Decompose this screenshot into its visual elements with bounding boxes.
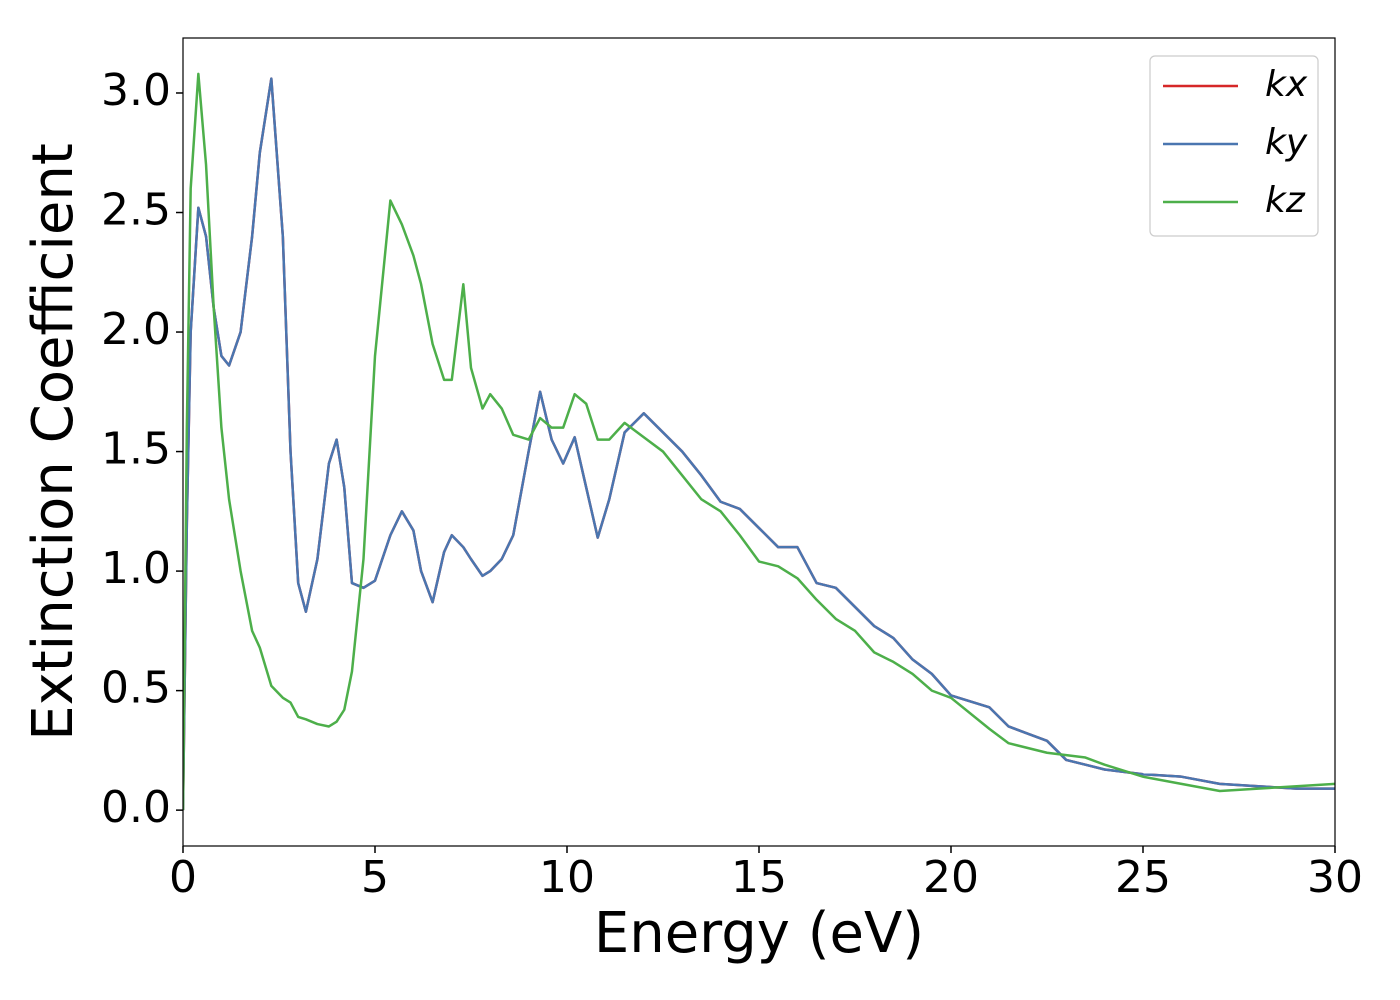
x-tick-label: 0 <box>169 852 197 903</box>
y-tick-label: 2.0 <box>101 304 171 355</box>
y-tick-label: 0.5 <box>101 663 171 714</box>
y-axis-label: Extinction Coefficient <box>21 143 86 741</box>
y-tick-label: 2.5 <box>101 185 171 236</box>
x-tick-label: 25 <box>1115 852 1171 903</box>
x-axis-label: Energy (eV) <box>594 901 924 966</box>
x-tick-label: 5 <box>361 852 389 903</box>
series-line <box>183 77 1335 811</box>
x-tick-label: 20 <box>923 852 979 903</box>
series-line <box>183 72 1335 811</box>
legend-label: kx <box>1265 64 1308 105</box>
legend-label: ky <box>1265 122 1308 163</box>
legend-label: kz <box>1265 180 1306 221</box>
x-tick-label: 10 <box>539 852 595 903</box>
x-tick-label: 15 <box>731 852 787 903</box>
plot-frame <box>182 37 1336 847</box>
y-tick-label: 1.0 <box>101 543 171 594</box>
legend-box <box>1149 55 1319 237</box>
y-tick-label: 1.5 <box>101 424 171 475</box>
y-tick-label: 3.0 <box>101 65 171 116</box>
x-tick-label: 30 <box>1307 852 1363 903</box>
y-tick-label: 0.0 <box>101 782 171 833</box>
